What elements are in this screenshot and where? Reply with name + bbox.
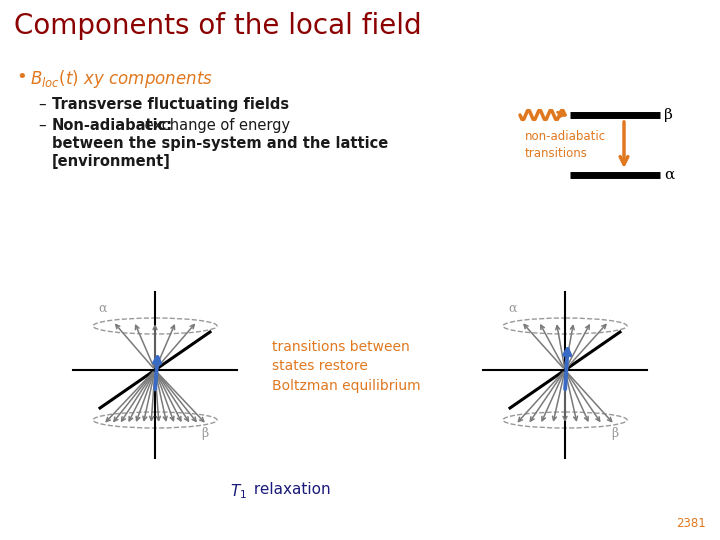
Text: –: – xyxy=(38,97,45,112)
Text: α: α xyxy=(664,168,674,182)
Text: Components of the local field: Components of the local field xyxy=(14,12,422,40)
Text: Transverse fluctuating fields: Transverse fluctuating fields xyxy=(52,97,289,112)
Text: transitions between
states restore
Boltzman equilibrium: transitions between states restore Boltz… xyxy=(272,340,420,393)
Text: exchange of energy: exchange of energy xyxy=(140,118,290,133)
Text: •: • xyxy=(16,68,27,86)
Text: $T_1$: $T_1$ xyxy=(230,482,247,501)
Text: β: β xyxy=(202,428,209,441)
Text: relaxation: relaxation xyxy=(249,482,330,497)
Text: α: α xyxy=(99,301,107,314)
Text: $\mathit{B_{loc}}$$\mathit{(t)\ xy\ components}$: $\mathit{B_{loc}}$$\mathit{(t)\ xy\ comp… xyxy=(30,68,213,90)
Text: β: β xyxy=(611,428,618,441)
Text: 2381: 2381 xyxy=(676,517,706,530)
Text: Non-adiabatic:: Non-adiabatic: xyxy=(52,118,173,133)
Text: α: α xyxy=(509,301,517,314)
Text: [environment]: [environment] xyxy=(52,154,171,169)
Text: –: – xyxy=(38,118,45,133)
Text: non-adiabatic
transitions: non-adiabatic transitions xyxy=(525,130,606,160)
Text: β: β xyxy=(664,108,673,122)
Text: between the spin-system and the lattice: between the spin-system and the lattice xyxy=(52,136,388,151)
